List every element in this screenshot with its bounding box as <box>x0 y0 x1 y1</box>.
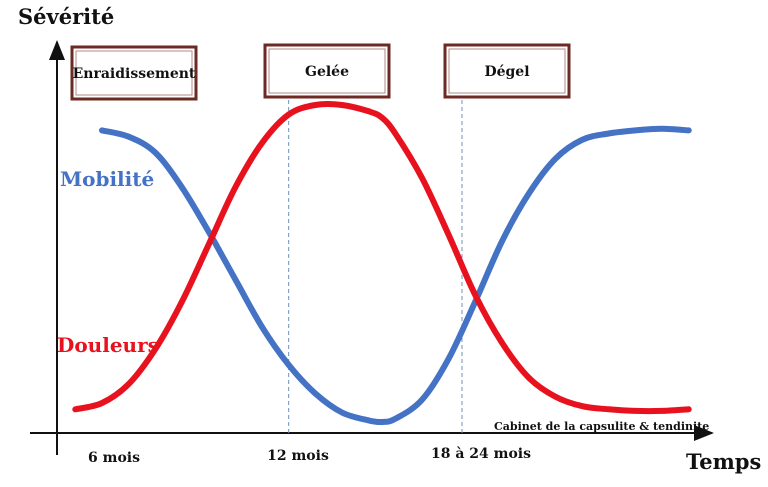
y-axis-label: Sévérité <box>18 4 114 29</box>
series-line-douleurs <box>72 100 692 415</box>
phase-label-degel: Dégel <box>484 64 529 80</box>
phase-label-gelee: Gelée <box>305 64 349 80</box>
phase-box-enraidissement: Enraidissement <box>70 45 198 101</box>
phase-boundaries <box>288 65 463 433</box>
series-label-mobilite: Mobilité <box>60 167 154 191</box>
series-line-mobilite <box>99 125 692 426</box>
series-label-douleurs: Douleurs <box>57 333 159 357</box>
phase-box-gelee: Gelée <box>263 43 391 99</box>
phase-label-enraidissement: Enraidissement <box>73 66 196 82</box>
x-tick-label: 12 mois <box>267 448 329 464</box>
x-tick-label: 18 à 24 mois <box>431 446 531 462</box>
phase-box-degel: Dégel <box>443 43 571 99</box>
x-axis-label: Temps <box>686 449 761 474</box>
x-tick-label: 6 mois <box>88 450 140 466</box>
credit-text: Cabinet de la capsulite & tendinite <box>494 420 709 433</box>
